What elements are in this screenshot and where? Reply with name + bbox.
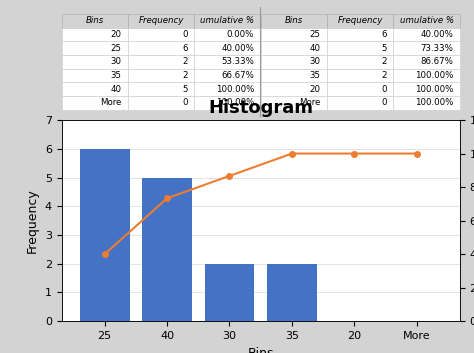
Title: Histogram: Histogram bbox=[208, 99, 313, 117]
Bar bbox=[80, 149, 130, 321]
X-axis label: Bins: Bins bbox=[247, 347, 274, 353]
Bar bbox=[267, 264, 317, 321]
Bar bbox=[142, 178, 192, 321]
Bar bbox=[205, 264, 255, 321]
Y-axis label: Frequency: Frequency bbox=[26, 188, 39, 253]
